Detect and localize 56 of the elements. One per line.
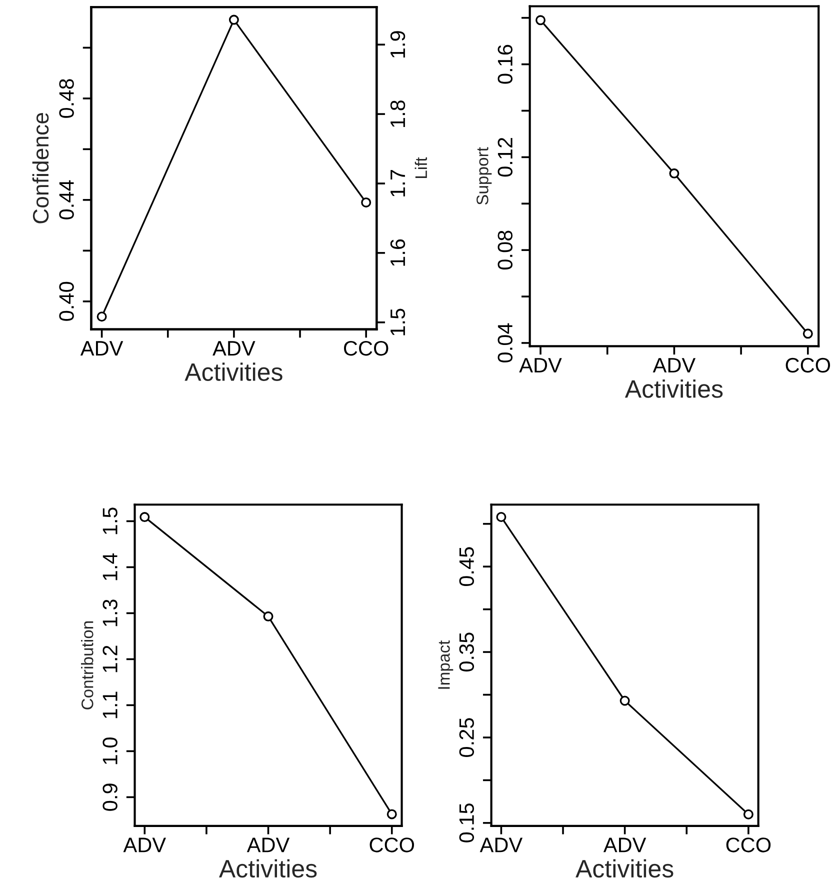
y2-axis-title: Lift [414,157,428,178]
point [669,168,680,178]
x-tick-label: CCO [726,838,771,852]
x-tick-label: CCO [786,358,830,373]
y-axis-title: Confidence [32,112,49,224]
y-tick-label: 0.04 [498,323,513,362]
y2-tick-label: 1.6 [390,239,406,266]
x-tick-label: ADV [80,341,124,356]
x-tick-label: ADV [652,358,696,372]
x-tick-label: ADV [519,358,562,372]
y-tick-label: 0.40 [59,282,74,321]
y-tick-label: 0.9 [102,784,118,811]
x-axis-title: Activities [576,859,674,878]
y-tick-label: 1.5 [102,508,118,534]
y-axis-title: Impact [438,640,454,689]
point [743,809,754,820]
point [361,197,372,208]
y-tick-label: 0.25 [459,718,474,757]
x-axis-title: Activities [218,859,317,878]
x-axis-title: Activities [184,362,282,381]
x-axis-title: Activities [624,380,723,398]
x-tick-label: CCO [344,340,388,356]
x-tick-label: ADV [480,838,523,852]
y-tick-label: 1.1 [102,692,118,718]
point [140,512,150,522]
y-tick-label: 0.45 [459,547,474,586]
x-tick-label: ADV [212,341,256,356]
y-tick-label: 1.4 [102,553,118,580]
y2-tick-label: 1.7 [390,170,405,196]
y-axis-title: Contribution [81,621,94,710]
y-tick-label: 0.48 [59,79,74,118]
y2-tick-label: 1.9 [390,31,406,58]
point [802,328,813,339]
point [536,15,546,26]
y-tick-label: 0.12 [498,138,513,177]
x-tick-label: ADV [603,838,646,852]
x-tick-label: ADV [123,838,166,852]
y-tick-label: 0.08 [498,230,513,270]
point [496,512,506,522]
y-tick-label: 1.2 [102,646,118,672]
point [386,809,397,820]
y2-tick-label: 1.8 [390,100,406,127]
y-axis-title: Support [476,147,492,205]
y-tick-label: 0.16 [498,44,513,84]
y-tick-label: 1.3 [102,600,118,626]
y-tick-label: 0.35 [459,632,474,672]
point [263,611,274,622]
point [96,312,107,322]
y2-tick-label: 1.5 [390,308,406,336]
point [620,696,630,706]
y-tick-label: 0.15 [459,804,474,842]
point [228,14,239,25]
y-tick-label: 1.0 [102,738,118,764]
x-tick-label: CCO [370,838,414,852]
y-tick-label: 0.44 [59,180,74,220]
x-tick-label: ADV [246,838,290,852]
